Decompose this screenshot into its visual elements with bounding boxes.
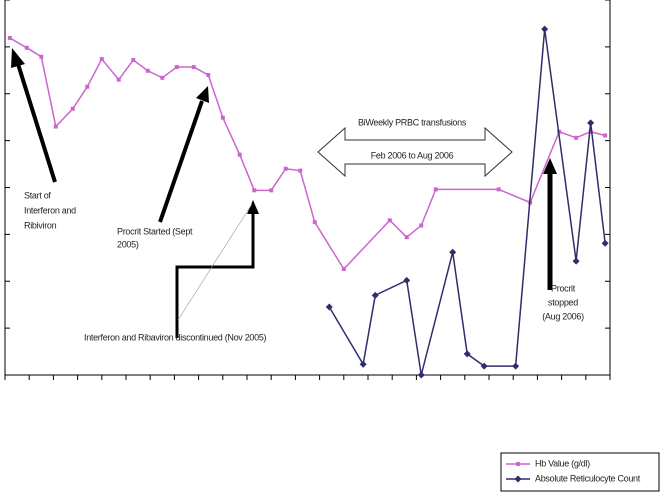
- point: [371, 291, 379, 299]
- point: [512, 362, 520, 370]
- legend-label: Hb Value (g/dl): [535, 458, 590, 468]
- point: [191, 65, 196, 70]
- point: [252, 188, 257, 193]
- annotation: Start of: [24, 190, 51, 200]
- point: [53, 124, 58, 129]
- point: [99, 57, 104, 62]
- point: [24, 45, 29, 50]
- point: [312, 220, 317, 225]
- point: [587, 119, 595, 127]
- annotation: stopped: [548, 297, 578, 307]
- point: [325, 303, 333, 311]
- annotation: 2005): [117, 239, 139, 249]
- point: [601, 239, 609, 247]
- annotation: Procrit: [551, 283, 576, 293]
- point: [298, 168, 303, 173]
- point: [417, 371, 425, 379]
- point: [116, 77, 121, 82]
- point: [206, 73, 211, 77]
- point: [70, 106, 75, 111]
- point: [433, 187, 438, 192]
- point: [496, 187, 501, 192]
- point: [85, 84, 90, 89]
- point: [7, 35, 12, 40]
- point: [131, 58, 136, 62]
- annotation: (Aug 2006): [542, 311, 584, 321]
- point: [359, 360, 367, 368]
- annotation: Interferon and Ribaviron discontinued (N…: [84, 332, 267, 342]
- annotation: Interferon and: [24, 205, 76, 215]
- legend: [500, 452, 660, 492]
- annotation: Procrit Started (Sept: [117, 226, 193, 236]
- point: [387, 218, 392, 223]
- point: [572, 257, 580, 265]
- point: [403, 276, 411, 284]
- point: [419, 223, 424, 228]
- series-line: [9, 37, 606, 271]
- annotation: Feb 2006 to Aug 2006: [371, 150, 454, 160]
- point: [341, 267, 346, 272]
- point: [449, 248, 457, 256]
- legend-entries: Hb Value (g/dl) Absolute Reticulocyte Cou…: [506, 458, 641, 483]
- point: [574, 135, 579, 140]
- point: [237, 152, 242, 157]
- annotation: BiWeekly PRBC transfusions: [358, 117, 467, 127]
- point: [39, 54, 44, 59]
- point: [541, 25, 549, 33]
- point: [160, 75, 165, 80]
- legend-marker: [514, 475, 522, 483]
- point: [269, 188, 274, 193]
- legend-label: Absolute Reticulocyte Count: [535, 473, 641, 483]
- point: [603, 133, 608, 138]
- point: [145, 68, 150, 73]
- point: [220, 115, 225, 120]
- point: [480, 362, 488, 370]
- series-line: [328, 28, 606, 376]
- point: [174, 65, 179, 70]
- annotation: Ribiviron: [24, 220, 57, 230]
- annotation-arrows: [11, 48, 557, 338]
- point: [404, 235, 409, 240]
- point: [588, 129, 593, 134]
- point: [283, 166, 288, 171]
- legend-marker: [516, 462, 520, 466]
- point: [463, 350, 471, 358]
